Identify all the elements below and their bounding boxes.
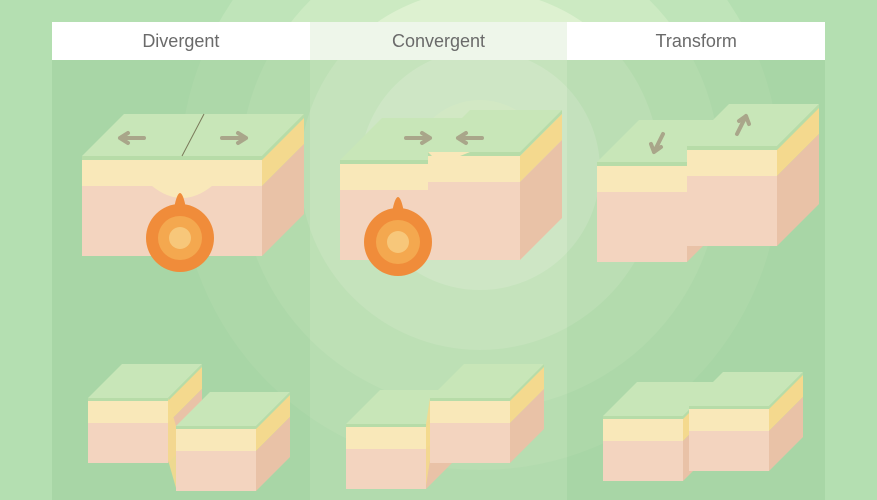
header-label: Divergent bbox=[142, 31, 219, 52]
header-transform: Transform bbox=[567, 22, 825, 60]
header-row: Divergent Convergent Transform bbox=[52, 22, 825, 60]
col-convergent bbox=[310, 60, 568, 500]
col-transform bbox=[567, 60, 825, 500]
header-divergent: Divergent bbox=[52, 22, 310, 60]
transform-diagram bbox=[567, 60, 825, 500]
header-label: Transform bbox=[656, 31, 737, 52]
convergent-diagram bbox=[310, 60, 568, 500]
divergent-diagram bbox=[52, 60, 310, 500]
header-convergent: Convergent bbox=[310, 22, 568, 60]
col-divergent bbox=[52, 60, 310, 500]
header-label: Convergent bbox=[392, 31, 485, 52]
diagram-panels bbox=[52, 60, 825, 500]
